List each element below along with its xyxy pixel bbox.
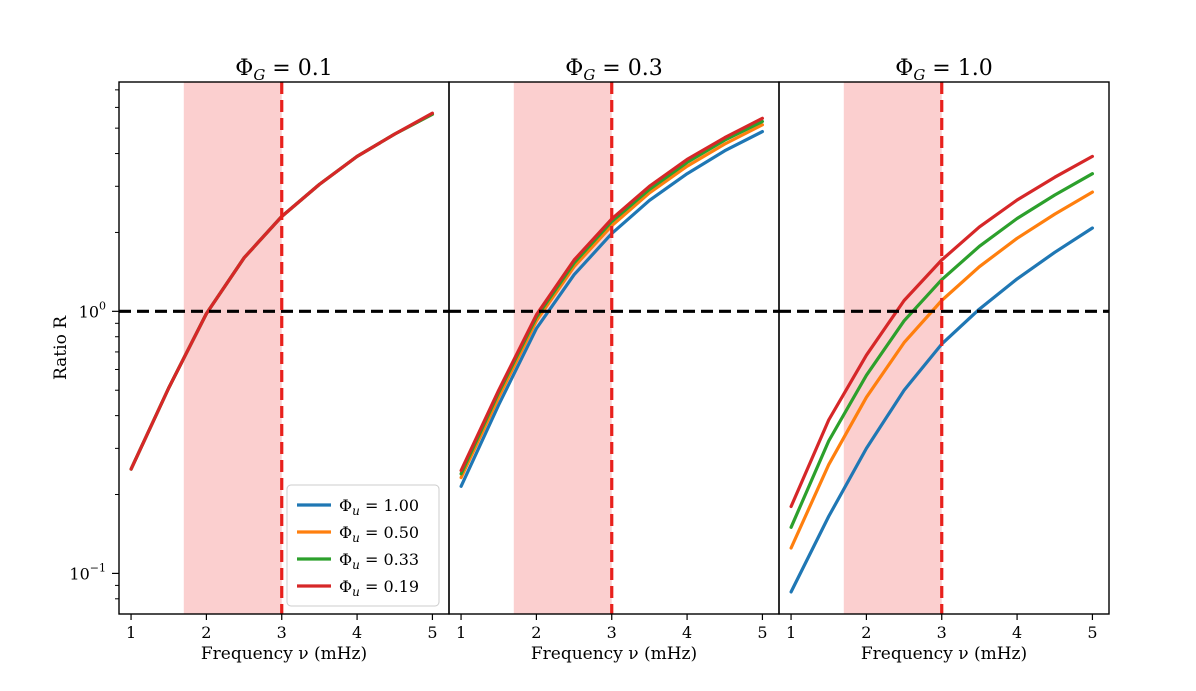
panel-2: 1 2 3 4 5 Frequency ν (mHz) ΦG = 0.3: [448, 56, 780, 664]
x-tick-label: 2: [861, 623, 871, 642]
legend-entry-label: Φu = 0.19: [339, 577, 419, 599]
y-tick-exponent: −1: [90, 561, 106, 574]
x-tick-label: 2: [531, 623, 541, 642]
x-tick-label: 5: [1087, 623, 1097, 642]
x-tick-label: 1: [456, 623, 466, 642]
legend-subscript: u: [352, 558, 360, 572]
title-subscript: G: [583, 66, 595, 84]
legend-symbol: Φ: [339, 577, 352, 596]
legend-entry-label: Φu = 0.50: [339, 523, 419, 545]
title-symbol: Φ: [235, 56, 253, 81]
x-tick-label: 4: [352, 623, 362, 642]
legend-symbol: Φ: [339, 523, 352, 542]
panel-title: ΦG = 0.1: [235, 56, 332, 84]
x-tick-label: 2: [201, 623, 211, 642]
x-tick-label: 1: [126, 623, 136, 642]
x-tick-label: 3: [277, 623, 287, 642]
x-tick-label: 4: [1012, 623, 1022, 642]
series-line-2: [459, 123, 765, 480]
legend-value: = 0.50: [360, 523, 419, 542]
y-tick-exponent: 0: [99, 299, 106, 312]
panel-title: ΦG = 1.0: [895, 56, 992, 84]
legend-box: [286, 484, 440, 607]
legend-symbol: Φ: [339, 496, 352, 515]
legend-value: = 0.19: [360, 577, 419, 596]
x-axis-label: Frequency ν (mHz): [201, 644, 367, 664]
title-value: = 1.0: [925, 56, 992, 81]
panel-3: 1 2 3 4 5 Frequency ν (mHz) ΦG = 1.0: [778, 56, 1110, 664]
y-tick-label: 10−1: [69, 561, 106, 583]
series-line-4: [789, 154, 1095, 509]
shaded-band: [513, 82, 612, 614]
legend-subscript: u: [352, 504, 360, 518]
panel-title: ΦG = 0.3: [565, 56, 662, 84]
title-symbol: Φ: [565, 56, 583, 81]
x-tick-label: 3: [607, 623, 617, 642]
legend-value: = 1.00: [360, 496, 419, 515]
x-tick-label: 1: [786, 623, 796, 642]
y-axis-label: Ratio R: [51, 315, 71, 380]
y-tick-base: 10: [69, 564, 89, 583]
title-subscript: G: [253, 66, 265, 84]
x-tick-label: 4: [682, 623, 692, 642]
panel-frame: [448, 81, 780, 615]
legend-subscript: u: [352, 531, 360, 545]
title-value: = 0.1: [265, 56, 332, 81]
shaded-band: [843, 82, 942, 614]
title-subscript: G: [913, 66, 925, 84]
legend-subscript: u: [352, 585, 360, 599]
shaded-band: [183, 82, 282, 614]
title-value: = 0.3: [595, 56, 662, 81]
y-tick-base: 10: [79, 302, 99, 321]
legend-entry-label: Φu = 0.33: [339, 550, 419, 572]
x-tick-label: 5: [427, 623, 437, 642]
x-tick-label: 3: [937, 623, 947, 642]
title-symbol: Φ: [895, 56, 913, 81]
panel-frame: [778, 81, 1110, 615]
y-tick-label: 100: [79, 299, 106, 321]
legend-entry-label: Φu = 1.00: [339, 496, 419, 518]
x-axis-label: Frequency ν (mHz): [861, 644, 1027, 664]
x-axis-label: Frequency ν (mHz): [531, 644, 697, 664]
legend-symbol: Φ: [339, 550, 352, 569]
series-line-3: [789, 172, 1095, 529]
x-tick-label: 5: [757, 623, 767, 642]
legend-value: = 0.33: [360, 550, 419, 569]
